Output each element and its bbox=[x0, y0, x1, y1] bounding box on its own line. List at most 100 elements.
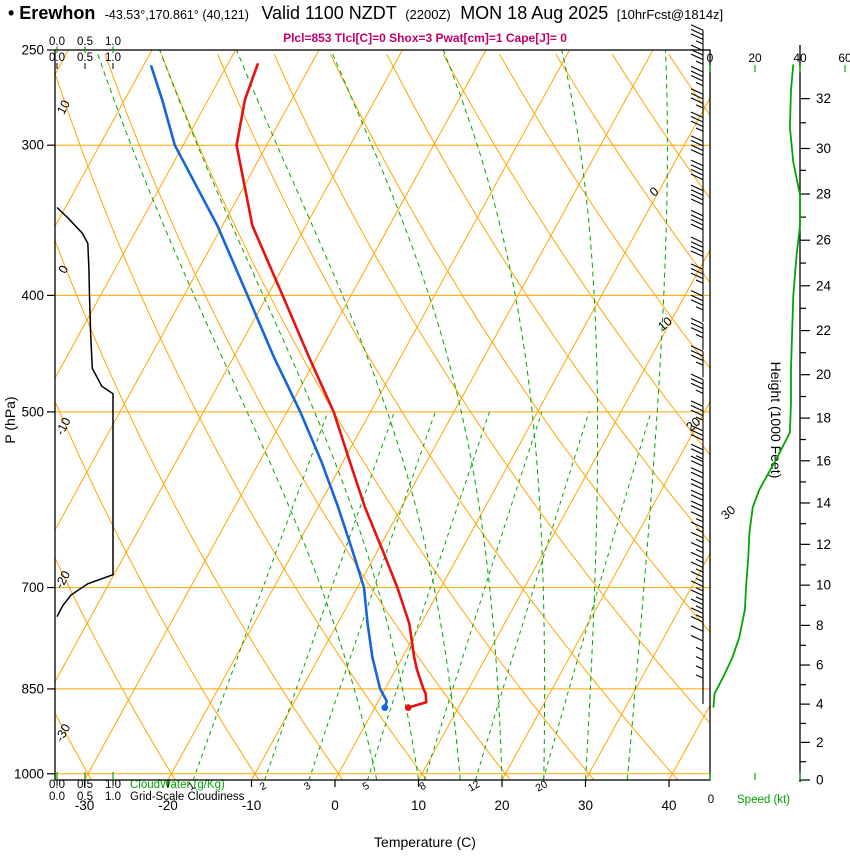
wind-barb-feather bbox=[690, 378, 704, 385]
wind-barb-feather bbox=[690, 349, 704, 357]
sounding-traces bbox=[56, 63, 428, 709]
temperature-tick-label: 0 bbox=[331, 798, 339, 813]
height-tick-label: 32 bbox=[816, 91, 831, 106]
dry-adiabat-line bbox=[161, 54, 595, 780]
wind-barb-half-feather bbox=[695, 416, 704, 421]
skewt-background-grid bbox=[55, 50, 850, 780]
mixing-ratio-line bbox=[308, 411, 436, 780]
wind-barb bbox=[690, 625, 704, 658]
dry-adiabat-label: 0 bbox=[56, 263, 72, 276]
wind-barb-feather bbox=[690, 531, 704, 539]
isotherm-line bbox=[55, 50, 153, 228]
moist-adiabat-line bbox=[561, 50, 599, 780]
surface-temperature-dot bbox=[404, 704, 412, 712]
wind-barb-feather bbox=[690, 460, 704, 467]
cloud-scale: 0.00.00.00.00.50.50.50.51.01.01.01.0 bbox=[49, 36, 121, 803]
wind-barb-feather bbox=[690, 168, 704, 176]
wind-barb bbox=[690, 24, 704, 57]
wind-barb-feather bbox=[690, 24, 704, 31]
wind-barb-half-feather bbox=[695, 646, 704, 651]
wind-barb-feather bbox=[690, 88, 704, 95]
wind-barb-feather bbox=[690, 521, 704, 529]
speed-scale: 0 20 40 600 bbox=[707, 51, 850, 806]
wind-barb-half-feather bbox=[695, 279, 704, 284]
dry-adiabat-line bbox=[55, 400, 260, 780]
wind-barb bbox=[695, 674, 704, 705]
mixing-ratio-label: 20 bbox=[534, 778, 550, 794]
wind-barb-feather bbox=[690, 70, 704, 77]
wind-barb-half-feather bbox=[695, 455, 704, 460]
isotherm-line bbox=[251, 50, 654, 780]
wind-barb-feather bbox=[690, 111, 704, 118]
wind-barb-feather bbox=[690, 49, 704, 56]
wind-barb-feather bbox=[690, 28, 704, 36]
wind-barb-half-feather bbox=[695, 127, 704, 132]
mixing-ratio-line bbox=[192, 411, 329, 780]
wind-barb-feather bbox=[690, 443, 704, 451]
wind-barb-feather bbox=[690, 483, 704, 490]
wind-barb bbox=[690, 65, 704, 98]
wind-barb-feather bbox=[690, 139, 704, 147]
isotherm-label: 0 bbox=[647, 184, 661, 199]
pressure-tick-label: 700 bbox=[21, 580, 44, 595]
wind-barb-half-feather bbox=[695, 60, 704, 65]
height-tick-label: 18 bbox=[816, 411, 831, 426]
cloudwater-scale-top: 0.5 bbox=[77, 36, 93, 48]
wind-barb-half-feather bbox=[695, 665, 704, 670]
mixing-ratio-line bbox=[542, 411, 652, 780]
wind-barb-half-feather bbox=[695, 656, 704, 661]
height-tick-label: 30 bbox=[816, 141, 831, 156]
cloudiness-axis-label: Grid-Scale Cloudiness bbox=[130, 791, 245, 803]
wind-barb-half-feather bbox=[695, 306, 704, 311]
wind-barb-feather bbox=[690, 541, 704, 549]
wind-barb-feather bbox=[690, 223, 704, 231]
wind-barb-feather bbox=[690, 382, 704, 390]
mixing-ratio-line bbox=[423, 411, 543, 780]
valid-time: Valid 1100 NZDT bbox=[261, 3, 396, 23]
dry-adiabat-line bbox=[55, 557, 176, 780]
wind-barb-feather bbox=[690, 478, 704, 486]
cloudiness-trace bbox=[56, 206, 114, 617]
pressure-tick-label: 300 bbox=[21, 138, 44, 153]
height-tick-label: 2 bbox=[816, 735, 824, 750]
wind-barb-feather bbox=[690, 164, 704, 171]
cloudiness-scale-bottom: 1.0 bbox=[105, 791, 121, 803]
wind-barb bbox=[690, 373, 704, 406]
temperature-trace bbox=[235, 63, 428, 709]
moist-adiabat-line bbox=[236, 50, 461, 780]
temperature-tick-label: 40 bbox=[661, 798, 676, 813]
wind-barb bbox=[690, 263, 704, 296]
wind-barb-half-feather bbox=[695, 333, 704, 339]
mixing-ratio-line bbox=[367, 411, 490, 780]
wind-barb-feather bbox=[690, 400, 704, 407]
wind-barb-feather bbox=[690, 598, 704, 605]
wind-barb-half-feather bbox=[695, 605, 704, 610]
dry-adiabat-line bbox=[725, 54, 850, 780]
wind-barb-feather bbox=[690, 189, 704, 196]
mixing-ratio-label: 2 bbox=[258, 780, 269, 793]
height-tick-label: 6 bbox=[816, 658, 824, 673]
dry-adiabat-label: -10 bbox=[53, 415, 74, 438]
wind-barb-feather bbox=[690, 144, 704, 152]
station-coords: -43.53°,170.861° (40,121) bbox=[105, 8, 249, 22]
wind-barb-feather bbox=[690, 241, 704, 248]
mixing-ratio-label: 12 bbox=[466, 778, 482, 794]
pressure-axis-label: P (hPa) bbox=[2, 396, 18, 443]
pressure-tick-label: 500 bbox=[21, 404, 44, 419]
wind-barb-feather bbox=[690, 500, 704, 508]
wind-barb bbox=[690, 135, 704, 168]
isotherm-line bbox=[55, 50, 403, 683]
wind-barb-feather bbox=[690, 561, 704, 568]
forecast-info: [10hrFcst@1814z] bbox=[617, 7, 723, 22]
wind-barb bbox=[690, 184, 704, 217]
wind-barb-feather bbox=[690, 589, 704, 596]
wind-barb-feather bbox=[690, 120, 704, 128]
moist-adiabat-line bbox=[626, 50, 668, 780]
wind-barb-feather bbox=[690, 184, 704, 192]
wind-barb-feather bbox=[690, 448, 704, 455]
cloudiness-scale-top: 1.0 bbox=[105, 52, 121, 64]
height-tick-label: 8 bbox=[816, 618, 824, 633]
wind-barb-feather bbox=[690, 149, 704, 156]
